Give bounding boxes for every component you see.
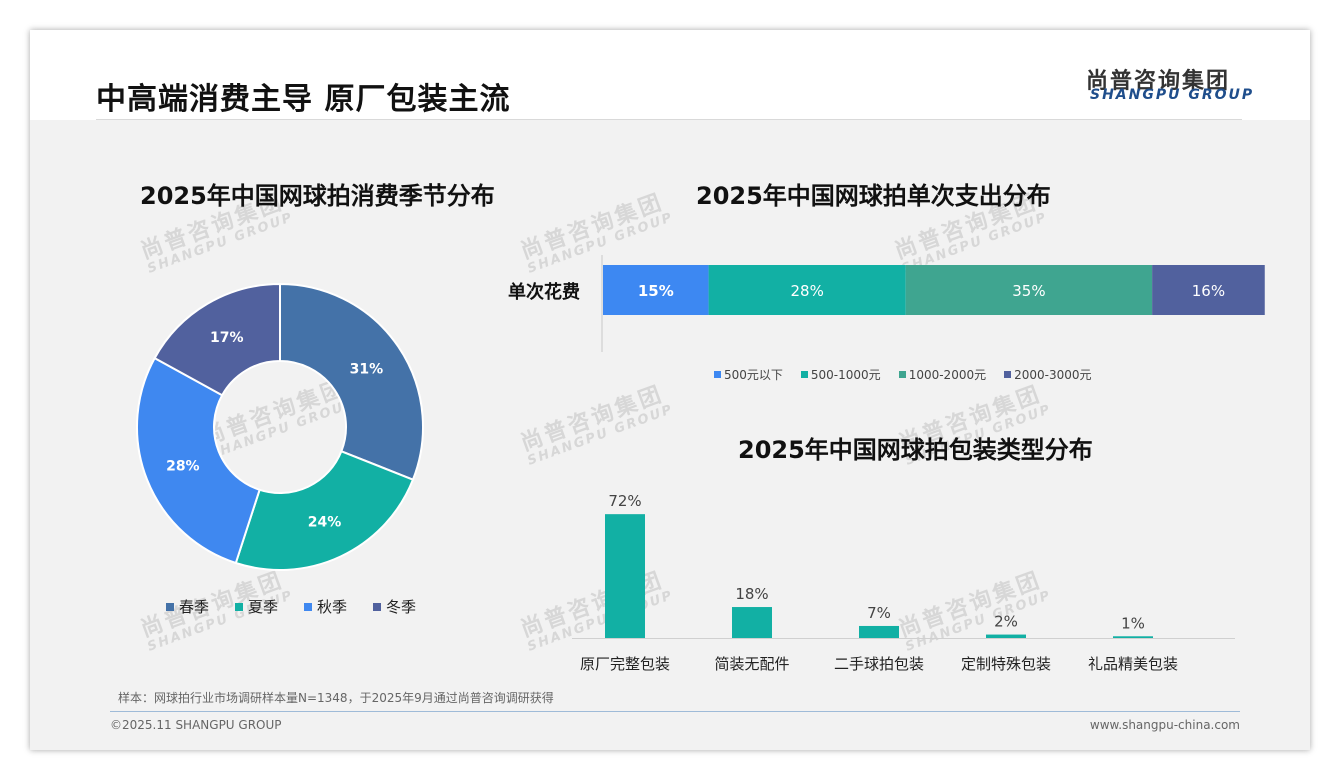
column-category-label: 定制特殊包装	[961, 655, 1051, 673]
column-category-label: 简装无配件	[714, 655, 789, 673]
stacked-data-label: 15%	[638, 282, 674, 300]
stacked-data-label: 28%	[790, 282, 823, 300]
footer	[30, 712, 1310, 750]
column-bar	[732, 607, 772, 638]
legend-item-500-1000: 500-1000元	[800, 366, 881, 383]
column-data-label: 1%	[1121, 614, 1145, 632]
legend-label: 春季	[179, 598, 210, 616]
stacked-data-label: 16%	[1192, 282, 1225, 300]
title-divider	[96, 119, 1242, 120]
column-category-label: 二手球拍包装	[834, 655, 924, 673]
stacked-segment	[603, 265, 709, 315]
footer-divider	[110, 711, 1240, 712]
column-bar	[859, 625, 899, 638]
donut-slice	[234, 449, 415, 571]
column-chart: 72% 原厂完整包装 18% 简装无配件 7% 二手球拍包装 2% 定制特殊包装 1% 礼品精美包…	[572, 492, 1235, 673]
donut-legend: 春季 夏季 秋季 冬季	[166, 596, 442, 617]
column-category-label: 原厂完整包装	[580, 655, 670, 673]
legend-swatch	[1004, 371, 1012, 378]
logo-text-cn: 尚普咨询集团	[1086, 69, 1231, 94]
legend-label: 500元以下	[724, 368, 783, 382]
donut-data-label: 17%	[210, 330, 244, 346]
stacked-segment	[708, 265, 906, 315]
website-link[interactable]: www.shangpu-china.com	[1089, 718, 1240, 732]
legend-label: 2000-3000元	[1014, 368, 1092, 382]
legend-label: 冬季	[386, 598, 417, 616]
legend-label: 1000-2000元	[908, 368, 987, 382]
legend-swatch	[898, 371, 906, 378]
copyright-text: ©2025.11 SHANGPU GROUP	[110, 718, 282, 732]
legend-item-1000-2000: 1000-2000元	[898, 366, 987, 383]
stacked-legend: 500元以下 500-1000元 1000-2000元 2000-3000元	[714, 366, 1110, 383]
legend-swatch	[304, 602, 313, 611]
legend-swatch	[373, 602, 382, 611]
sample-note: 样本：网球拍行业市场调研样本量N=1348，于2025年9月通过尚普咨询调研获得	[118, 691, 554, 705]
legend-swatch	[714, 371, 721, 378]
legend-item-winter: 冬季	[373, 596, 416, 617]
slide: 中高端消费主导 原厂包装主流 尚普咨询集团 SHANGPU GROUP 尚普咨询…	[30, 30, 1310, 750]
column-bar	[986, 634, 1026, 638]
legend-label: 秋季	[317, 598, 348, 616]
logo-text-en: SHANGPU GROUP	[1090, 87, 1255, 103]
header	[30, 30, 1310, 120]
stacked-data-label: 35%	[1012, 282, 1045, 300]
donut-slice	[153, 282, 281, 397]
legend-label: 夏季	[248, 598, 279, 616]
legend-item-spring: 春季	[166, 596, 209, 617]
donut-data-label: 24%	[308, 515, 342, 531]
donut-chart: 31% 24% 28% 17%	[136, 282, 424, 571]
column-category-label: 礼品精美包装	[1088, 655, 1178, 673]
donut-chart-title: 2025年中国网球拍消费季节分布	[140, 182, 495, 210]
stacked-row-label: 单次花费	[508, 282, 580, 303]
column-data-label: 2%	[994, 613, 1018, 631]
legend-label: 500-1000元	[810, 368, 881, 382]
column-bar	[1113, 636, 1153, 638]
page-title: 中高端消费主导 原厂包装主流	[96, 82, 511, 117]
legend-item-summer: 夏季	[235, 596, 278, 617]
stacked-chart-title: 2025年中国网球拍单次支出分布	[696, 182, 1051, 210]
donut-slice	[279, 282, 424, 481]
column-data-label: 18%	[735, 585, 768, 603]
legend-item-under-500: 500元以下	[714, 366, 783, 383]
donut-data-label: 31%	[350, 361, 384, 377]
legend-swatch	[800, 371, 808, 378]
column-bar	[605, 514, 645, 638]
donut-slice	[136, 356, 261, 565]
column-chart-title: 2025年中国网球拍包装类型分布	[738, 436, 1093, 464]
stacked-segment	[1152, 265, 1265, 315]
stacked-segment	[905, 265, 1153, 315]
legend-swatch	[235, 602, 244, 611]
stacked-bar-chart: 15% 28% 35% 16%	[601, 255, 1265, 352]
watermark: 尚普咨询集团 SHANGPU GROUP	[517, 381, 676, 469]
legend-item-2000-3000: 2000-3000元	[1004, 366, 1092, 383]
donut-data-label: 28%	[166, 458, 200, 474]
column-data-label: 72%	[608, 492, 641, 510]
column-data-label: 7%	[867, 604, 891, 622]
legend-swatch	[166, 602, 174, 611]
legend-item-autumn: 秋季	[304, 596, 347, 617]
